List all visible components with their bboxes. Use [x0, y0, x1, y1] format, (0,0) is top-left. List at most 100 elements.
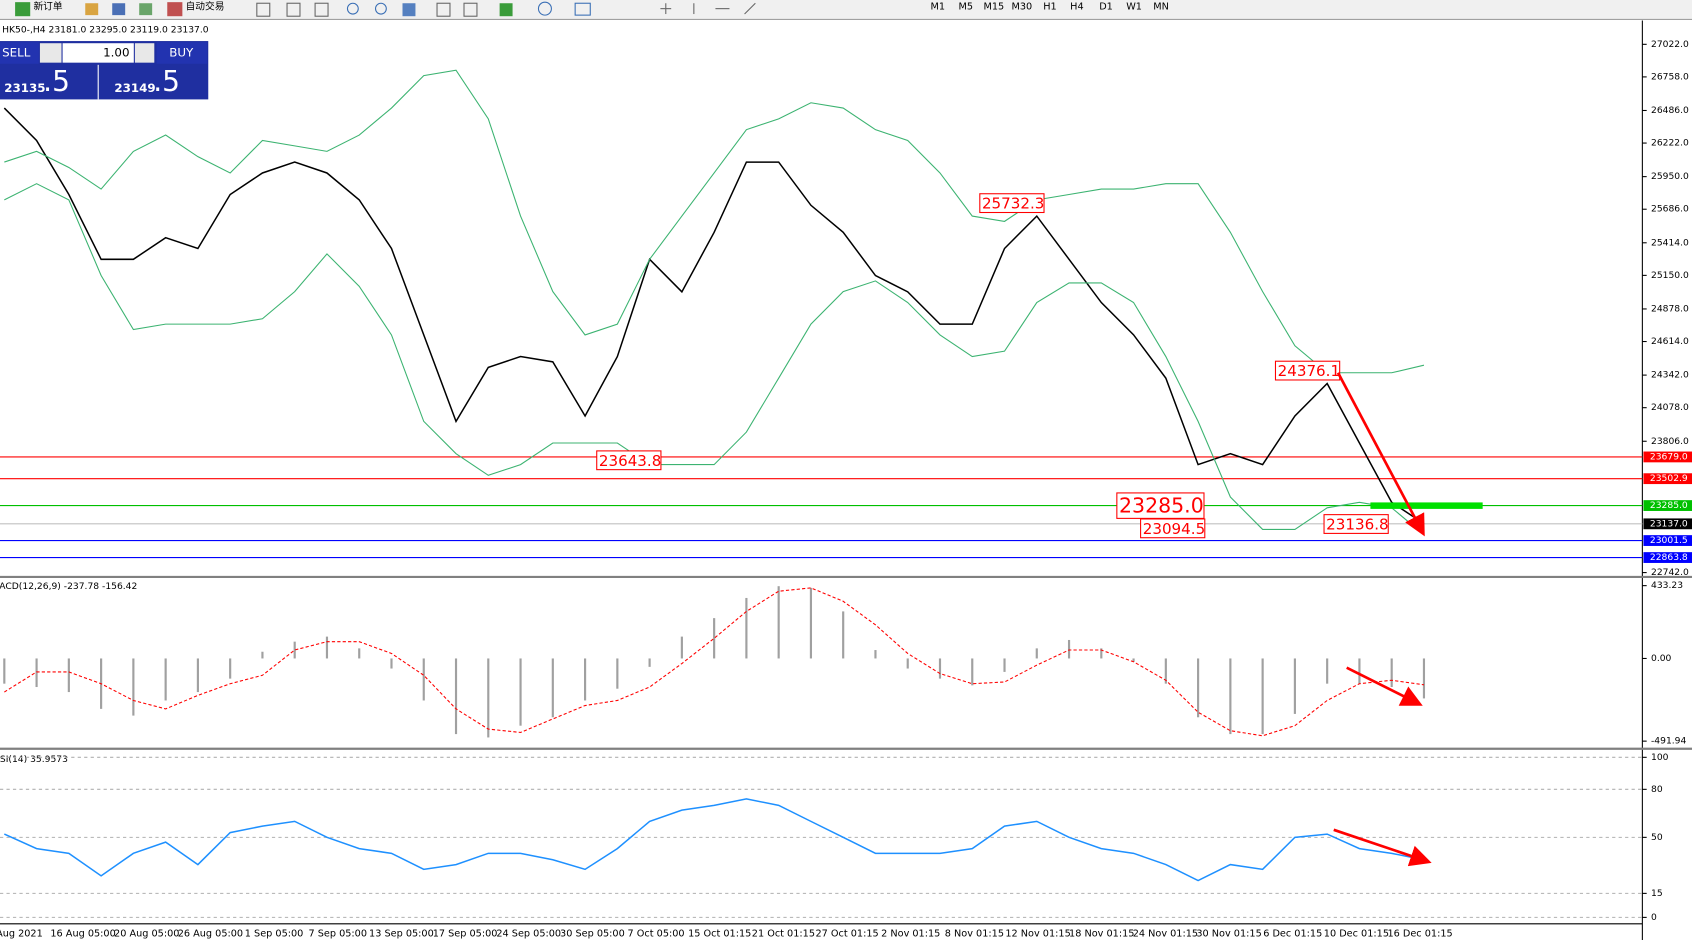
histogram-bar: [519, 658, 522, 726]
annotation-box: [596, 450, 662, 471]
band-line: [4, 69, 1425, 374]
y-tick-label: 433.23: [1651, 580, 1683, 591]
annotation: 23136.8: [1326, 516, 1388, 534]
icon[interactable]: [139, 3, 153, 16]
price-level-tag: [1643, 518, 1692, 530]
histogram-bar: [648, 658, 651, 667]
time-label: 7 Sep 05:00: [308, 929, 367, 940]
y-tick-label: 26222.0: [1651, 138, 1689, 149]
lot-up[interactable]: [134, 43, 155, 63]
y-tick-label: 23806.0: [1651, 436, 1689, 447]
histogram-bar: [261, 651, 264, 659]
plots: HK50-,H4 23181.0 23295.0 23119.0 23137.0…: [0, 25, 1643, 918]
annotation: 23094.5: [1143, 520, 1205, 538]
histogram-bar: [390, 658, 393, 669]
price-level-label: 23502.9: [1650, 473, 1688, 484]
annotation-box: [1323, 514, 1389, 534]
y-tick-label: 24614.0: [1651, 336, 1689, 347]
ask-price[interactable]: 23149: [114, 81, 155, 95]
annotation: 23643.8: [599, 452, 661, 470]
panel-title: RSI(14) 35.9573: [0, 754, 68, 765]
histogram-bar: [842, 611, 845, 659]
timeframe-bar: M1 M5 M15 M30 H1 H4 D1 W1 MN: [930, 1, 1168, 12]
y-tick-label: 25950.0: [1651, 171, 1689, 182]
icon[interactable]: [112, 3, 126, 16]
timeframe-button[interactable]: W1: [1126, 1, 1142, 12]
histogram-bar: [132, 658, 135, 716]
bid-pips: .5: [43, 65, 70, 98]
timeframe-button[interactable]: MN: [1153, 1, 1169, 12]
timeframe-button[interactable]: M30: [1012, 1, 1033, 12]
panel-title: MACD(12,26,9) -237.78 -156.42: [0, 581, 137, 592]
timeframe-button[interactable]: M1: [930, 1, 945, 12]
histogram-bar: [422, 658, 425, 701]
timeframe-button[interactable]: D1: [1099, 1, 1113, 12]
y-tick-label: 24078.0: [1651, 402, 1689, 413]
time-label: 8 Nov 01:15: [945, 929, 1004, 940]
lot-down[interactable]: [39, 43, 62, 63]
time-label: 30 Nov 01:15: [1196, 929, 1261, 940]
histogram-bar: [1164, 658, 1167, 684]
y-tick-label: 26758.0: [1651, 71, 1689, 82]
histogram-bar: [1229, 658, 1232, 735]
sell-button[interactable]: [0, 42, 39, 64]
support-marker: [1370, 502, 1483, 509]
time-label: 15 Oct 01:15: [688, 929, 751, 940]
buy-button[interactable]: [156, 42, 208, 64]
new-order-button[interactable]: 新订单: [33, 0, 62, 12]
histogram-bar: [196, 658, 199, 693]
price-level-label: 23137.0: [1650, 518, 1688, 529]
histogram-bar: [551, 658, 554, 718]
time-label: 2 Nov 01:15: [881, 929, 940, 940]
time-label: 27 Oct 01:15: [815, 929, 878, 940]
trend-arrow: [1346, 666, 1423, 706]
price-level-label: 23679.0: [1650, 451, 1688, 462]
histogram-bar: [616, 658, 619, 689]
annotation: 24376.1: [1278, 362, 1340, 380]
timeframe-button[interactable]: M5: [959, 1, 974, 12]
histogram-bar: [1132, 658, 1135, 662]
price-level-tag: [1643, 451, 1692, 463]
icon[interactable]: [85, 3, 99, 16]
histogram-bar: [35, 658, 38, 688]
y-tick-label: 100: [1651, 752, 1669, 763]
time-label: 30 Sep 05:00: [560, 929, 625, 940]
timeframe-button[interactable]: H1: [1043, 1, 1056, 12]
y-tick-label: 80: [1651, 784, 1663, 795]
y-tick-label: -491.94: [1651, 736, 1686, 747]
y-tick-label: 27022.0: [1651, 39, 1689, 50]
y-tick-label: 50: [1651, 832, 1663, 843]
time-label: 10 Dec 01:15: [1324, 929, 1389, 940]
histogram-bar: [713, 618, 716, 659]
chart-area: [0, 20, 1643, 940]
price-level-label: 23001.5: [1650, 535, 1688, 546]
histogram-bar: [1003, 658, 1006, 672]
histogram-bar: [454, 658, 458, 735]
y-tick-label: 0.00: [1651, 653, 1672, 664]
annotation-box: [1140, 518, 1206, 539]
y-tick-label: 24342.0: [1651, 370, 1689, 381]
timeframe-button[interactable]: M15: [983, 1, 1004, 12]
icon-new-order[interactable]: [15, 2, 31, 17]
auto-trading-button[interactable]: 自动交易: [186, 0, 225, 12]
trend-arrow: [1333, 828, 1432, 867]
series-line: [3, 107, 1425, 525]
histogram-bar: [938, 658, 942, 679]
time-label: 17 Sep 05:00: [433, 929, 498, 940]
annotation-box: [1116, 492, 1205, 519]
histogram-bar: [1197, 658, 1200, 718]
tool-icons: [256, 1, 756, 17]
trade-panel: SELL 1.00 BUY 23135 .5 23149 .5: [0, 41, 209, 100]
lot-input[interactable]: [62, 43, 134, 63]
y-tick-label: 22742.0: [1651, 567, 1689, 578]
timeframe-button[interactable]: H4: [1070, 1, 1083, 12]
time-label: 12 Nov 01:15: [1005, 929, 1070, 940]
lot-value: 1.00: [103, 45, 129, 59]
series-line: [4, 798, 1425, 882]
histogram-bar: [971, 658, 974, 686]
bid-price[interactable]: 23135: [4, 81, 45, 95]
trend-arrow: [1336, 372, 1425, 537]
icon-auto-trading[interactable]: [167, 2, 183, 17]
